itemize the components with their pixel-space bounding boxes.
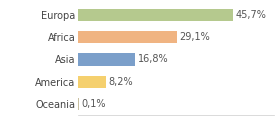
Bar <box>78 9 233 21</box>
Text: 45,7%: 45,7% <box>235 10 266 20</box>
Text: 8,2%: 8,2% <box>109 77 134 87</box>
Bar <box>78 76 106 88</box>
Text: 29,1%: 29,1% <box>179 32 210 42</box>
Text: 0,1%: 0,1% <box>81 99 106 109</box>
Bar <box>78 31 177 43</box>
Text: 16,8%: 16,8% <box>138 54 169 64</box>
Bar <box>78 53 135 66</box>
Bar <box>78 98 79 110</box>
